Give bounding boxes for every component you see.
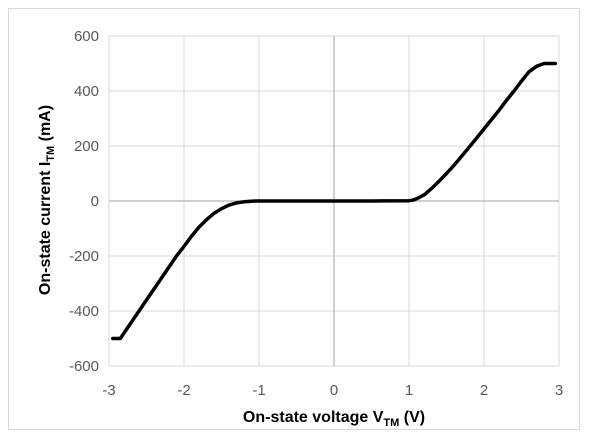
x-tick-label: 0 bbox=[330, 382, 338, 399]
series-layer bbox=[110, 61, 558, 341]
y-axis-title: On-state current ITM (mA) bbox=[37, 105, 57, 295]
tick-label-layer: -600 -400 -200 0 200 400 600 -3 -2 -1 0 1 2 3 bbox=[69, 28, 563, 399]
series-line bbox=[110, 61, 558, 341]
x-tick-label: -1 bbox=[252, 382, 265, 399]
y-tick-label: 0 bbox=[91, 193, 99, 210]
chart-frame bbox=[8, 8, 580, 430]
y-tick-label: -400 bbox=[69, 303, 99, 320]
y-tick-label: -600 bbox=[69, 358, 99, 375]
y-tick-label: 200 bbox=[74, 138, 99, 155]
x-tick-label: -3 bbox=[102, 382, 115, 399]
x-tick-label: 2 bbox=[480, 382, 488, 399]
y-tick-label: 600 bbox=[74, 28, 99, 45]
y-tick-label: -200 bbox=[69, 248, 99, 265]
x-axis-title: On-state voltage VTM (V) bbox=[243, 409, 425, 429]
y-tick-label: 400 bbox=[74, 83, 99, 100]
x-tick-label: 3 bbox=[555, 382, 563, 399]
x-tick-label: -2 bbox=[177, 382, 190, 399]
x-tick-label: 1 bbox=[405, 382, 413, 399]
